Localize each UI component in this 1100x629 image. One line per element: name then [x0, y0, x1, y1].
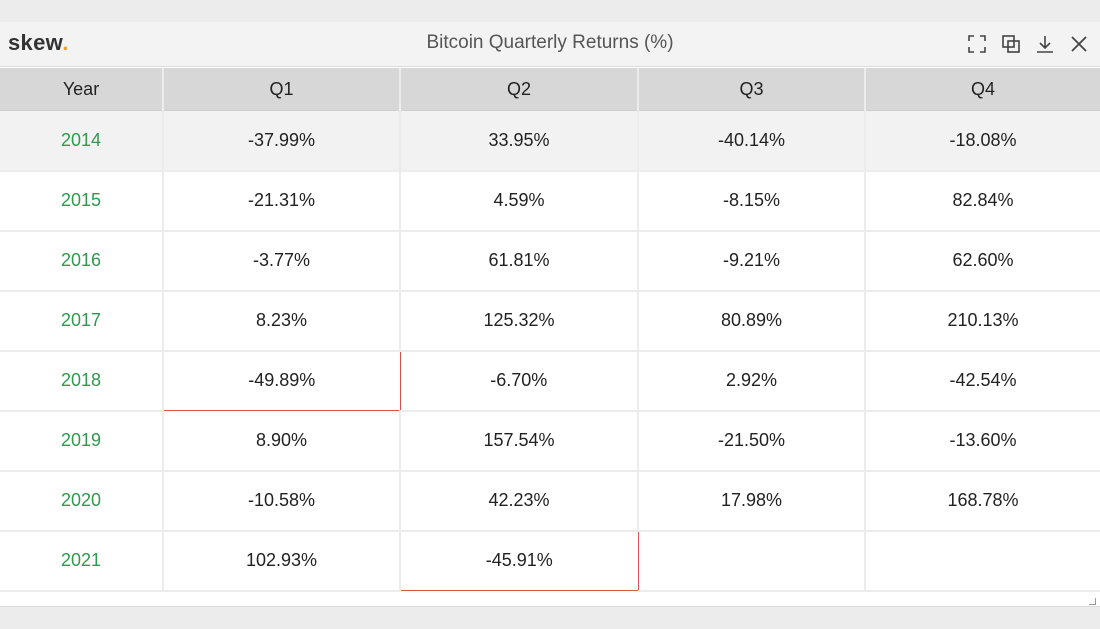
- year-cell: 2018: [0, 350, 164, 412]
- q2-cell: 61.81%: [400, 230, 639, 292]
- q3-cell: -8.15%: [638, 170, 866, 232]
- q4-cell: 62.60%: [865, 230, 1100, 292]
- q4-cell: 210.13%: [865, 290, 1100, 352]
- year-cell: 2017: [0, 290, 164, 352]
- header-q2[interactable]: Q2: [400, 68, 639, 111]
- logo-dot: .: [62, 30, 69, 55]
- header-q1[interactable]: Q1: [163, 68, 401, 111]
- year-cell: 2014: [0, 110, 164, 172]
- year-cell: 2015: [0, 170, 164, 232]
- q3-cell: 17.98%: [638, 470, 866, 532]
- q1-cell: -21.31%: [163, 170, 401, 232]
- q2-cell: 157.54%: [400, 410, 639, 472]
- bottom-strip: [0, 606, 1100, 629]
- widget-title: Bitcoin Quarterly Returns (%): [426, 32, 674, 53]
- close-icon[interactable]: [1066, 31, 1092, 57]
- q3-cell: [638, 530, 866, 592]
- returns-table: Year Q1 Q2 Q3 Q4 2014 -37.99% 33.95% -40…: [0, 68, 1100, 592]
- q4-cell: 82.84%: [865, 170, 1100, 232]
- top-strip: [0, 0, 1100, 23]
- q3-cell: -40.14%: [638, 110, 866, 172]
- q2-cell: 4.59%: [400, 170, 639, 232]
- table-row: 2018 -49.89% -6.70% 2.92% -42.54%: [0, 350, 1100, 412]
- q1-cell: 8.23%: [163, 290, 401, 352]
- q2-cell: 125.32%: [400, 290, 639, 352]
- logo-text: skew: [8, 30, 63, 55]
- fullscreen-icon[interactable]: [964, 31, 990, 57]
- header-year[interactable]: Year: [0, 68, 164, 111]
- q3-cell: -9.21%: [638, 230, 866, 292]
- skew-logo: skew.: [8, 30, 69, 56]
- q3-cell: -21.50%: [638, 410, 866, 472]
- year-cell: 2020: [0, 470, 164, 532]
- q3-cell: 2.92%: [638, 350, 866, 412]
- q2-cell: 33.95%: [400, 110, 639, 172]
- table-row: 2015 -21.31% 4.59% -8.15% 82.84%: [0, 170, 1100, 232]
- q4-cell: [865, 530, 1100, 592]
- table-row: 2020 -10.58% 42.23% 17.98% 168.78%: [0, 470, 1100, 532]
- q1-cell: -3.77%: [163, 230, 401, 292]
- q2-cell-highlighted: -45.91%: [399, 530, 639, 591]
- q4-cell: 168.78%: [865, 470, 1100, 532]
- q4-cell: -42.54%: [865, 350, 1100, 412]
- q2-cell: 42.23%: [400, 470, 639, 532]
- year-cell: 2021: [0, 530, 164, 592]
- table-row: 2016 -3.77% 61.81% -9.21% 62.60%: [0, 230, 1100, 292]
- widget-titlebar: skew. Bitcoin Quarterly Returns (%): [0, 22, 1100, 67]
- q4-cell: -13.60%: [865, 410, 1100, 472]
- q2-cell: -6.70%: [400, 350, 639, 412]
- duplicate-icon[interactable]: [998, 31, 1024, 57]
- widget-controls: [964, 31, 1092, 57]
- table-row: 2014 -37.99% 33.95% -40.14% -18.08%: [0, 110, 1100, 172]
- q4-cell: -18.08%: [865, 110, 1100, 172]
- table-row: 2019 8.90% 157.54% -21.50% -13.60%: [0, 410, 1100, 472]
- year-cell: 2019: [0, 410, 164, 472]
- q1-cell: 8.90%: [163, 410, 401, 472]
- header-q3[interactable]: Q3: [638, 68, 866, 111]
- year-cell: 2016: [0, 230, 164, 292]
- q1-cell: 102.93%: [163, 530, 401, 592]
- header-q4[interactable]: Q4: [865, 68, 1100, 111]
- table-row: 2017 8.23% 125.32% 80.89% 210.13%: [0, 290, 1100, 352]
- q1-cell: -37.99%: [163, 110, 401, 172]
- q1-cell: -10.58%: [163, 470, 401, 532]
- table-row: 2021 102.93% -45.91%: [0, 530, 1100, 592]
- resize-handle[interactable]: [1089, 598, 1096, 605]
- download-icon[interactable]: [1032, 31, 1058, 57]
- returns-widget: skew. Bitcoin Quarterly Returns (%): [0, 22, 1100, 606]
- q3-cell: 80.89%: [638, 290, 866, 352]
- header-row: Year Q1 Q2 Q3 Q4: [0, 68, 1100, 111]
- q1-cell-highlighted: -49.89%: [162, 350, 401, 411]
